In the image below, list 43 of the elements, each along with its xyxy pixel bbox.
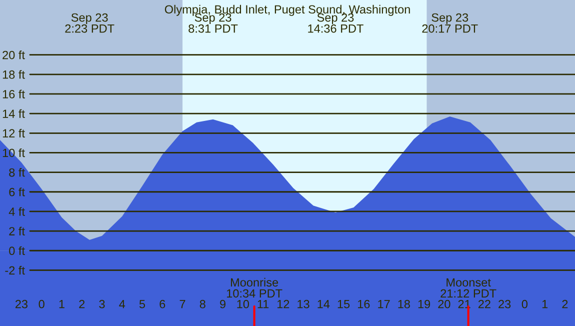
y-tick-label: 18 ft <box>2 70 25 79</box>
x-tick-label: 1 <box>542 300 548 308</box>
x-tick-label: 10 <box>237 300 249 308</box>
x-tick-label: 9 <box>220 300 226 308</box>
annotation: Sep 23 20:17 PDT <box>422 13 478 33</box>
x-tick-label: 5 <box>139 300 146 308</box>
x-tick-label: 4 <box>119 300 126 308</box>
x-tick-label: 23 <box>16 300 28 308</box>
y-tick-label: 2 ft <box>9 226 25 236</box>
x-tick-label: 6 <box>160 300 166 308</box>
x-tick-label: 12 <box>277 300 290 308</box>
y-tick-label: 8 ft <box>9 168 25 177</box>
x-tick-label: 19 <box>418 300 430 308</box>
x-tick-label: 0 <box>38 300 44 308</box>
y-tick-label: 14 ft <box>2 109 25 118</box>
y-tick-label: 16 ft <box>2 90 25 98</box>
x-tick-label: 0 <box>522 300 528 308</box>
y-tick-label: 6 ft <box>9 188 25 196</box>
x-tick-label: 7 <box>180 300 186 308</box>
annotation: Sep 23 2:23 PDT <box>65 13 114 33</box>
ref-line-label: Moonset 21:12 PDT <box>440 278 496 298</box>
x-tick-label: 11 <box>258 300 269 308</box>
x-tick-label: 2 <box>562 300 568 308</box>
x-tick-label: 18 <box>398 300 410 308</box>
x-tick-label: 8 <box>200 300 206 308</box>
y-tick-label: 0 ft <box>9 246 25 256</box>
x-tick-label: 16 <box>358 300 370 308</box>
y-tick-label: 4 ft <box>8 207 25 216</box>
x-tick-label: 15 <box>338 300 350 308</box>
x-tick-label: 17 <box>378 300 390 308</box>
x-tick-label: 3 <box>99 300 105 308</box>
x-tick-label: 14 <box>318 300 330 308</box>
y-tick-label: 12 ft <box>2 128 25 138</box>
x-tick-label: 20 <box>438 300 450 308</box>
x-tick-label: 13 <box>298 300 310 308</box>
x-tick-label: 2 <box>79 300 85 308</box>
x-tick-label: 22 <box>478 300 490 308</box>
y-tick-label: -2 ft <box>5 266 25 275</box>
ref-line-label: Moonrise 10:34 PDT <box>226 278 282 298</box>
y-tick-label: 20 ft <box>2 50 25 60</box>
y-tick-label: 10 ft <box>2 148 25 158</box>
x-tick-label: 23 <box>498 300 511 308</box>
x-tick-label: 1 <box>59 300 64 308</box>
